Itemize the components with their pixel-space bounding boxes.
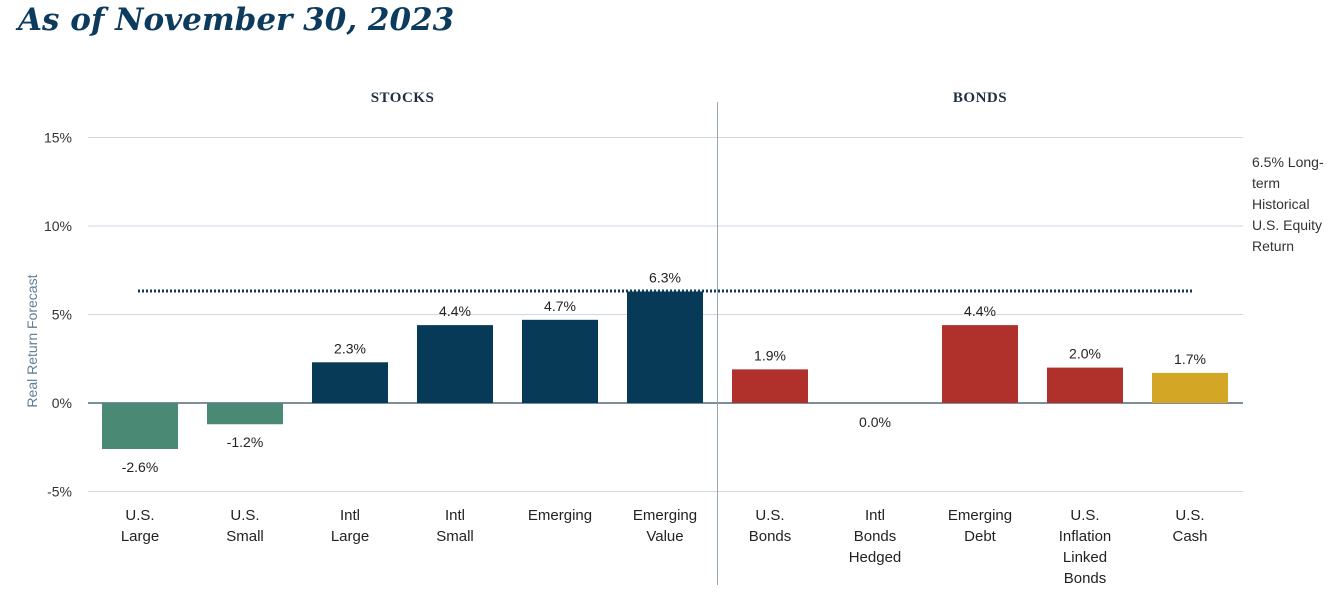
x-tick-label: Small <box>226 528 264 545</box>
x-tick-label: Intl <box>445 507 465 524</box>
data-label: 2.0% <box>1069 346 1101 362</box>
x-tick-label: U.S. <box>125 507 154 524</box>
bar <box>312 362 388 403</box>
x-tick-label: Bonds <box>1064 570 1107 587</box>
x-tick-label: Large <box>331 528 369 545</box>
x-tick-label: Inflation <box>1059 528 1112 545</box>
data-label: 1.7% <box>1174 351 1206 367</box>
x-tick-label: Intl <box>865 507 885 524</box>
reference-line-label: 6.5% Long- <box>1252 154 1324 170</box>
reference-line-label: term <box>1252 175 1280 191</box>
data-label: 4.4% <box>439 303 471 319</box>
group-title-bonds: BONDS <box>953 90 1007 106</box>
bar <box>522 319 598 403</box>
x-tick-label: Bonds <box>854 528 897 545</box>
y-tick-label: -5% <box>47 484 72 500</box>
bar <box>627 291 703 403</box>
group-title-stocks: STOCKS <box>371 90 435 106</box>
data-label: 4.7% <box>544 298 576 314</box>
bar <box>1152 372 1228 403</box>
x-tick-label: U.S. <box>1070 507 1099 524</box>
bar <box>417 325 493 403</box>
bar <box>942 325 1018 403</box>
y-tick-label: 0% <box>52 395 72 411</box>
x-tick-label: U.S. <box>230 507 259 524</box>
page-title: As of November 30, 2023 <box>18 2 455 38</box>
data-label: 0.0% <box>859 414 891 430</box>
x-tick-label: Small <box>436 528 474 545</box>
reference-line-label: U.S. Equity <box>1252 217 1322 233</box>
x-tick-label: Linked <box>1063 549 1107 566</box>
data-label: -1.2% <box>227 434 264 450</box>
data-label: 1.9% <box>754 347 786 363</box>
x-tick-label: Large <box>121 528 159 545</box>
data-label: -2.6% <box>122 459 159 475</box>
y-tick-label: 5% <box>52 307 72 323</box>
x-tick-label: Intl <box>340 507 360 524</box>
x-tick-label: Emerging <box>948 507 1012 524</box>
reference-line-label: Historical <box>1252 196 1310 212</box>
x-tick-label: Bonds <box>749 528 792 545</box>
reference-line-label: Return <box>1252 238 1294 254</box>
bar <box>102 403 178 450</box>
data-label: 4.4% <box>964 303 996 319</box>
bar <box>207 403 283 425</box>
x-tick-label: Hedged <box>849 549 902 566</box>
y-axis-label: Real Return Forecast <box>24 274 40 407</box>
x-tick-label: Value <box>646 528 683 545</box>
x-tick-label: Cash <box>1172 528 1207 545</box>
data-label: 6.3% <box>649 269 681 285</box>
bar <box>1047 367 1123 403</box>
x-tick-label: U.S. <box>755 507 784 524</box>
x-tick-label: Emerging <box>528 507 592 524</box>
x-tick-label: Debt <box>964 528 997 545</box>
bar <box>732 369 808 403</box>
data-label: 2.3% <box>334 340 366 356</box>
y-tick-label: 15% <box>44 130 72 146</box>
y-tick-label: 10% <box>44 218 72 234</box>
x-tick-label: Emerging <box>633 507 697 524</box>
x-tick-label: U.S. <box>1175 507 1204 524</box>
